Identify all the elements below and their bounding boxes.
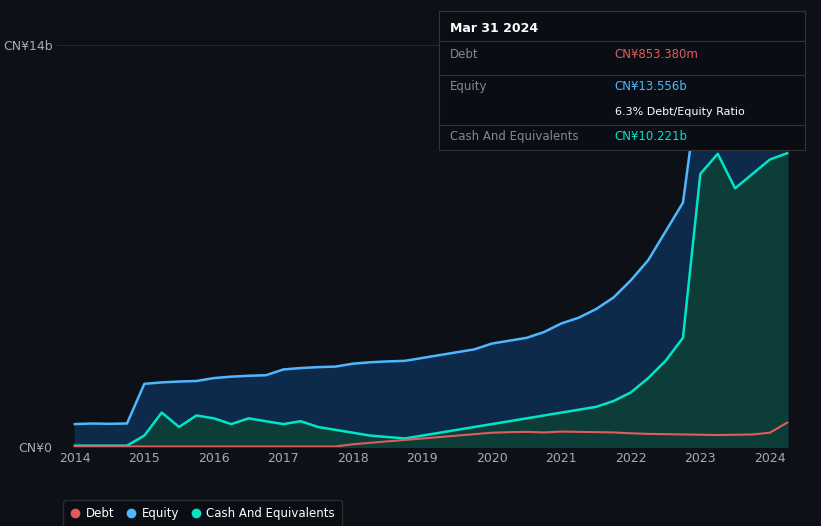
Text: Equity: Equity bbox=[450, 80, 488, 93]
Text: CN¥10.221b: CN¥10.221b bbox=[615, 130, 688, 144]
Legend: Debt, Equity, Cash And Equivalents: Debt, Equity, Cash And Equivalents bbox=[63, 500, 342, 526]
Text: Cash And Equivalents: Cash And Equivalents bbox=[450, 130, 579, 144]
Text: CN¥853.380m: CN¥853.380m bbox=[615, 48, 699, 61]
Text: Mar 31 2024: Mar 31 2024 bbox=[450, 22, 539, 35]
Text: Debt: Debt bbox=[450, 48, 479, 61]
Text: 6.3% Debt/Equity Ratio: 6.3% Debt/Equity Ratio bbox=[615, 107, 745, 117]
Text: CN¥13.556b: CN¥13.556b bbox=[615, 80, 687, 93]
